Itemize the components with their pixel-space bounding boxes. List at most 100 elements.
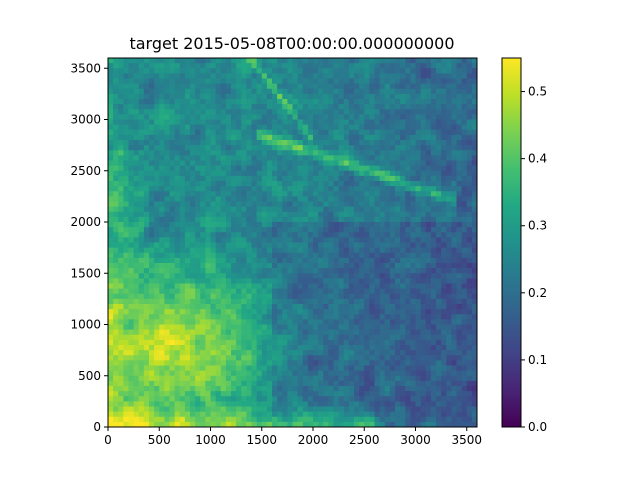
heatmap-cell xyxy=(118,134,124,141)
heatmap-cell xyxy=(123,298,130,305)
heatmap-cell xyxy=(113,222,119,228)
heatmap-cell xyxy=(374,288,381,295)
heatmap-cell xyxy=(174,314,181,320)
heatmap-cell xyxy=(143,68,150,74)
heatmap-cell xyxy=(261,119,268,126)
heatmap-cell xyxy=(441,334,447,341)
heatmap-cell xyxy=(210,237,217,244)
heatmap-cell xyxy=(400,298,406,305)
heatmap-cell xyxy=(318,375,324,382)
heatmap-cell xyxy=(261,319,268,326)
heatmap-cell xyxy=(200,58,206,64)
heatmap-cell xyxy=(143,104,150,110)
heatmap-cell xyxy=(128,242,135,249)
heatmap-cell xyxy=(410,298,417,305)
heatmap-cell xyxy=(395,324,401,331)
heatmap-cell xyxy=(333,109,340,115)
heatmap-cell xyxy=(159,252,165,259)
heatmap-cell xyxy=(318,237,324,244)
heatmap-cell xyxy=(225,350,232,356)
heatmap-cell xyxy=(169,319,176,326)
heatmap-cell xyxy=(359,175,365,182)
heatmap-cell xyxy=(210,216,217,223)
heatmap-cell xyxy=(220,298,227,305)
heatmap-cell xyxy=(425,355,432,361)
heatmap-cell xyxy=(395,68,401,74)
heatmap-cell xyxy=(420,129,427,136)
heatmap-cell xyxy=(354,145,360,151)
heatmap-cell xyxy=(425,186,432,192)
heatmap-cell xyxy=(389,191,396,197)
heatmap-cell xyxy=(318,165,324,172)
heatmap-cell xyxy=(395,201,401,208)
heatmap-cell xyxy=(415,104,422,110)
heatmap-cell xyxy=(425,206,432,213)
heatmap-cell xyxy=(425,257,432,264)
heatmap-cell xyxy=(231,350,237,356)
heatmap-cell xyxy=(210,309,217,315)
heatmap-cell xyxy=(241,124,247,131)
heatmap-cell xyxy=(323,247,329,254)
heatmap-cell xyxy=(343,406,350,413)
heatmap-cell xyxy=(154,309,160,315)
heatmap-cell xyxy=(420,68,427,74)
heatmap-cell xyxy=(154,181,160,187)
heatmap-cell xyxy=(113,58,119,64)
heatmap-cell xyxy=(179,370,186,377)
heatmap-cell xyxy=(302,324,309,331)
heatmap-cell xyxy=(143,257,150,264)
heatmap-cell xyxy=(272,314,278,320)
heatmap-cell xyxy=(389,222,396,228)
chart-title: target 2015-05-08T00:00:00.000000000 xyxy=(129,34,454,53)
heatmap-cell xyxy=(241,129,247,136)
heatmap-cell xyxy=(282,365,288,372)
heatmap-cell xyxy=(354,175,360,182)
heatmap-cell xyxy=(323,104,329,110)
heatmap-cell xyxy=(369,386,376,392)
heatmap-cell xyxy=(287,324,294,331)
heatmap-cell xyxy=(113,278,119,285)
heatmap-cell xyxy=(225,314,232,320)
heatmap-cell xyxy=(359,93,365,100)
heatmap-cell xyxy=(307,99,314,105)
heatmap-cell xyxy=(246,165,253,172)
heatmap-cell xyxy=(169,165,176,172)
heatmap-cell xyxy=(241,165,247,172)
heatmap-cell xyxy=(323,78,329,85)
heatmap-cell xyxy=(154,360,160,367)
heatmap-cell xyxy=(128,129,135,136)
heatmap-cell xyxy=(205,242,212,249)
heatmap-cell xyxy=(379,78,386,85)
heatmap-cell xyxy=(379,191,386,197)
heatmap-cell xyxy=(348,339,355,346)
heatmap-cell xyxy=(220,257,227,264)
heatmap-cell xyxy=(343,293,350,300)
heatmap-cell xyxy=(456,314,463,320)
heatmap-cell xyxy=(328,196,335,203)
heatmap-cell xyxy=(133,165,140,172)
heatmap-cell xyxy=(231,247,237,254)
heatmap-cell xyxy=(292,222,299,228)
heatmap-cell xyxy=(425,278,432,285)
heatmap-cell xyxy=(446,63,452,69)
heatmap-cell xyxy=(297,375,304,382)
heatmap-cell xyxy=(292,216,299,223)
heatmap-cell xyxy=(195,165,201,172)
heatmap-cell xyxy=(246,365,253,372)
heatmap-cell xyxy=(215,170,222,177)
heatmap-cell xyxy=(410,380,417,387)
heatmap-cell xyxy=(395,339,401,346)
heatmap-cell xyxy=(272,293,278,300)
heatmap-cell xyxy=(364,206,370,213)
heatmap-cell xyxy=(461,216,468,223)
heatmap-cell xyxy=(328,78,335,85)
heatmap-cell xyxy=(169,181,176,187)
heatmap-cell xyxy=(430,155,437,162)
heatmap-cell xyxy=(446,145,452,151)
heatmap-cell xyxy=(190,396,196,402)
heatmap-cell xyxy=(400,396,406,402)
heatmap-cell xyxy=(108,155,114,162)
heatmap-cell xyxy=(456,222,463,228)
heatmap-cell xyxy=(441,145,447,151)
heatmap-cell xyxy=(436,375,442,382)
